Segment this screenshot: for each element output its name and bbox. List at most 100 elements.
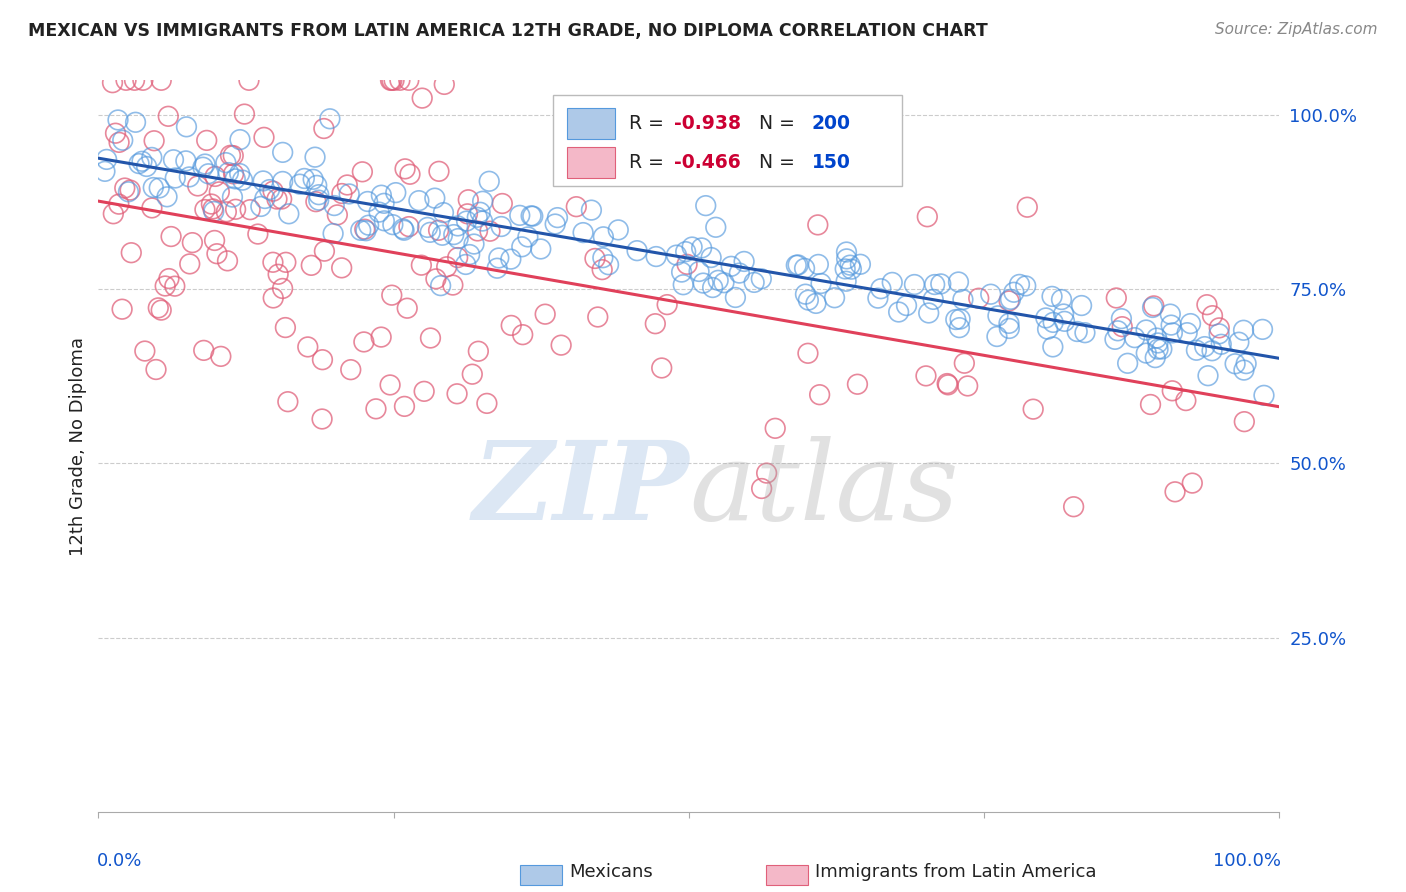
Point: [583, 252, 606, 266]
Text: 200: 200: [811, 114, 851, 133]
Point: [1159, 307, 1181, 321]
Point: [150, 303, 173, 318]
Point: [163, 279, 186, 293]
Point: [165, 171, 187, 186]
Point: [250, 199, 273, 213]
Point: [222, 167, 245, 181]
Point: [132, 73, 155, 87]
Point: [1147, 342, 1170, 356]
Point: [980, 287, 1002, 301]
Point: [427, 164, 450, 178]
Point: [103, 207, 125, 221]
Point: [1164, 484, 1187, 499]
Point: [671, 265, 693, 279]
Point: [763, 421, 786, 435]
Point: [150, 73, 173, 87]
Point: [967, 291, 990, 305]
Point: [204, 234, 226, 248]
Point: [1185, 343, 1208, 358]
Point: [1139, 397, 1161, 411]
Point: [724, 290, 747, 304]
Point: [456, 214, 478, 228]
Text: 0.0%: 0.0%: [97, 852, 142, 870]
Point: [1017, 200, 1039, 214]
Point: [870, 282, 893, 296]
Point: [700, 251, 723, 265]
Point: [704, 220, 727, 235]
Point: [381, 73, 404, 87]
Point: [96, 153, 118, 167]
Point: [217, 253, 239, 268]
Point: [810, 277, 832, 291]
Point: [124, 115, 146, 129]
Point: [945, 312, 967, 326]
Point: [1147, 335, 1170, 350]
Point: [274, 320, 297, 334]
Point: [429, 278, 451, 293]
Point: [479, 224, 502, 238]
Point: [208, 185, 231, 199]
Point: [681, 240, 703, 254]
Point: [148, 301, 170, 315]
Point: [835, 274, 858, 288]
Point: [454, 257, 477, 271]
Point: [1227, 335, 1250, 350]
Point: [194, 157, 217, 171]
Point: [1223, 357, 1246, 371]
Point: [948, 320, 970, 334]
Point: [475, 396, 498, 410]
Point: [924, 277, 946, 292]
Point: [252, 174, 274, 188]
Point: [478, 174, 501, 188]
Point: [471, 214, 494, 228]
Point: [586, 310, 609, 324]
Point: [364, 401, 387, 416]
Point: [108, 136, 131, 150]
Point: [101, 76, 124, 90]
Point: [1161, 384, 1184, 398]
Point: [572, 226, 595, 240]
Text: -0.466: -0.466: [673, 153, 741, 171]
Text: ZIP: ZIP: [472, 436, 689, 543]
Point: [378, 378, 401, 392]
Point: [1002, 285, 1025, 300]
Point: [423, 191, 446, 205]
Text: R =: R =: [628, 114, 669, 133]
Point: [224, 172, 246, 186]
Point: [204, 169, 226, 184]
Point: [465, 211, 488, 225]
Point: [626, 244, 648, 258]
Point: [692, 276, 714, 290]
Point: [1197, 368, 1219, 383]
Point: [1035, 310, 1057, 325]
Point: [217, 165, 239, 179]
Point: [225, 202, 247, 217]
Point: [824, 291, 846, 305]
Point: [352, 165, 374, 179]
Point: [115, 73, 138, 87]
Point: [233, 107, 256, 121]
Point: [953, 356, 976, 370]
Point: [209, 350, 232, 364]
Point: [471, 194, 494, 209]
Point: [357, 218, 380, 232]
Point: [447, 219, 470, 233]
Point: [804, 296, 827, 310]
Point: [1234, 357, 1257, 371]
Point: [353, 334, 375, 349]
Point: [153, 279, 176, 293]
Point: [302, 172, 325, 186]
Point: [160, 229, 183, 244]
Point: [262, 255, 284, 269]
Point: [522, 209, 544, 223]
Point: [135, 160, 157, 174]
Point: [382, 73, 405, 87]
Point: [425, 272, 447, 286]
Point: [742, 276, 765, 290]
Point: [457, 193, 479, 207]
Point: [607, 223, 630, 237]
Point: [1042, 315, 1064, 329]
Point: [381, 218, 404, 232]
Point: [399, 167, 422, 181]
Point: [486, 261, 509, 276]
